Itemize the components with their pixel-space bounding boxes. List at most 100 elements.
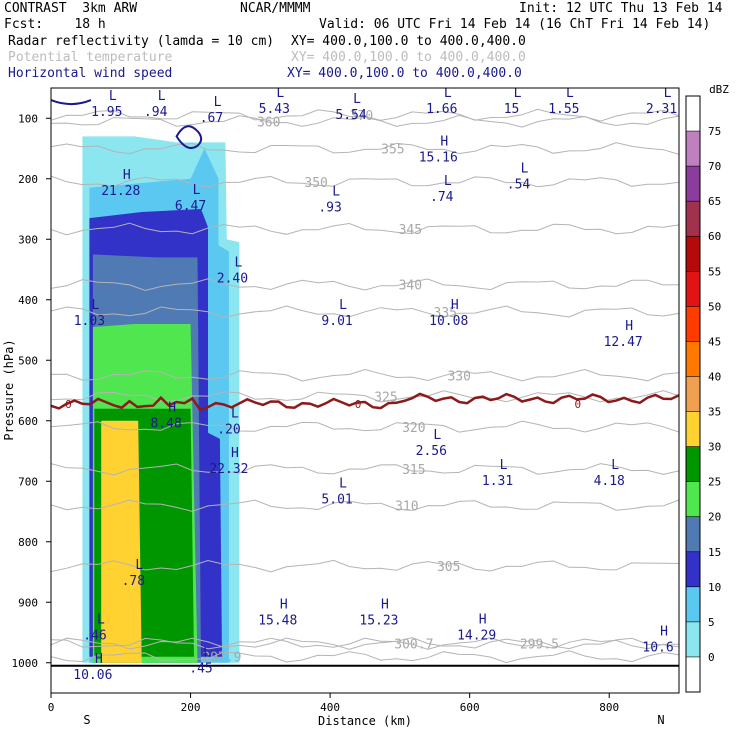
wind-contour [51,99,92,106]
colorbar-level-label: 45 [708,335,721,348]
init-label: Init: 12 UTC Thu 13 Feb 14 [519,1,723,16]
theta-contour-345 [51,222,679,236]
colorbar-swatch [686,306,700,342]
theta-label-315: 315 [402,463,425,478]
extremum-high-letter: H [95,652,103,667]
extremum-low-letter: L [158,89,166,104]
theta-label-310: 310 [395,499,418,514]
theta-label-299.5: 299.5 [520,637,559,652]
theta-contour-370 [51,108,679,122]
theta-contour-355 [51,142,679,155]
field-3-name: Horizontal wind speed [8,66,173,81]
theta-contour-305 [51,559,679,573]
colorbar-swatch [686,271,700,307]
extremum-value: 5.54 [335,108,366,123]
colorbar-level-label: 15 [708,546,721,559]
extremum-low-letter: L [444,174,452,189]
x-axis-label: Distance (km) [318,714,412,728]
extremum-value: 10.06 [73,668,112,683]
colorbar-swatch [686,166,700,202]
extremum-value: 5.43 [259,102,290,117]
extremum-low-letter: L [339,298,347,313]
extremum-low-letter: L [276,86,284,101]
extremum-high-letter: H [440,134,448,149]
chart-header: CONTRAST 3km ARW NCAR/MMMM Init: 12 UTC … [0,0,740,84]
freezing-level-label: 0 [355,398,362,411]
extremum-low-letter: L [500,458,508,473]
extremum-value: 1.95 [91,105,122,120]
theta-label-335: 335 [434,306,457,321]
theta-label-320: 320 [402,421,425,436]
x-tick-label: 800 [599,701,619,714]
colorbar-swatch [686,376,700,413]
colorbar-swatch [686,236,700,272]
extremum-value: 14.29 [457,628,496,643]
theta-contour-360 [51,114,679,128]
field-3-xy: XY= 400.0,100.0 to 400.0,400.0 [287,66,522,81]
colorbar-level-label: 5 [708,616,715,629]
theta-contour-330 [51,368,679,382]
wind-extrema-layer: L1.95L.94L.67L5.43L5.54L1.66L15L1.55L2.3… [51,86,677,683]
extremum-high-letter: H [280,597,288,612]
theta-contour-297.9 [51,650,679,664]
theta-contour-310 [51,499,679,512]
extremum-value: 10.08 [429,314,468,329]
theta-label-330: 330 [447,369,470,384]
theta-label-355: 355 [381,143,404,158]
wind-contour [175,125,203,150]
theta-label-345: 345 [399,223,422,238]
model-label: CONTRAST 3km ARW [4,1,138,16]
extremum-low-letter: L [433,428,441,443]
y-tick-label: 800 [18,536,38,549]
extremum-low-letter: L [339,476,347,491]
colorbar-swatch [686,341,700,377]
forecast-label: Fcst: 18 h [4,17,106,32]
extremum-low-letter: L [444,86,452,101]
extremum-value: .74 [430,190,454,205]
extremum-value: .46 [83,628,106,643]
axes-layer: 100 200 300 400 500 600 700 800 900 1000 0 200 400 60… [2,112,665,728]
colorbar-level-label: 30 [708,441,721,454]
colorbar-swatch [686,656,700,693]
extremum-value: 8.48 [150,417,181,432]
colorbar-level-label: 25 [708,476,721,489]
colorbar-level-label: 70 [708,160,721,173]
extremum-value: .78 [122,574,145,589]
extremum-high-letter: H [479,612,487,627]
theta-contour-340 [51,278,679,292]
colorbar-swatch [686,621,700,658]
y-tick-label: 300 [18,233,38,246]
extremum-value: 2.56 [416,444,447,459]
extremum-value: 5.01 [321,492,352,507]
extremum-value: 15 [504,102,520,117]
x-tick-label: 600 [460,701,480,714]
extremum-high-letter: H [625,319,633,334]
colorbar-swatch [686,551,700,588]
extremum-value: 10.6 [642,641,673,656]
reflectivity-area-35dbz [101,420,142,663]
valid-label: Valid: 06 UTC Fri 14 Feb 14 (16 ChT Fri … [319,17,711,32]
colorbar-level-label: 40 [708,370,721,383]
theta-contour-350 [51,175,679,188]
colorbar-frame [685,95,701,693]
theta-contour-315 [51,463,679,476]
y-tick-label: 400 [18,294,38,307]
colorbar-level-label: 20 [708,511,721,524]
theta-contour-layer: 360 3703553503453403353303253203153103053… [51,108,679,666]
extremum-low-letter: L [91,298,99,313]
reflectivity-fill-layer [51,136,679,667]
colorbar-level-label: 65 [708,195,721,208]
extremum-low-letter: L [231,407,239,422]
field-1-xy: XY= 400.0,100.0 to 400.0,400.0 [291,34,526,49]
colorbar-swatch [686,516,700,553]
theta-contour-320 [51,420,679,433]
extremum-low-letter: L [214,95,222,110]
extremum-low-letter: L [235,255,243,270]
extremum-value: 2.40 [217,271,248,286]
extremum-value: 1.66 [426,102,457,117]
org-label: NCAR/MMMM [240,1,311,16]
extremum-value: 4.18 [594,474,625,489]
colorbar-level-label: 0 [708,651,715,664]
